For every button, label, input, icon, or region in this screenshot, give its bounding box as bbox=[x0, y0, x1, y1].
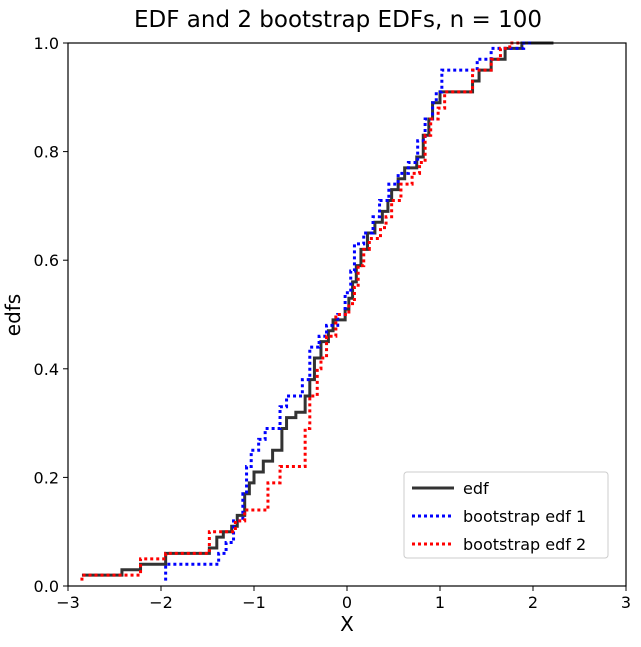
y-tick-label: 0.0 bbox=[34, 577, 59, 596]
legend-box bbox=[403, 471, 609, 559]
series-line-3 bbox=[80, 41, 522, 581]
x-tick-label: −2 bbox=[149, 593, 173, 612]
x-tick-label: 1 bbox=[435, 593, 445, 612]
y-tick-label: 0.4 bbox=[34, 360, 59, 379]
x-tick-label: 2 bbox=[528, 593, 538, 612]
chart-title: EDF and 2 bootstrap EDFs, n = 100 bbox=[134, 7, 542, 33]
x-tick-label: 3 bbox=[621, 593, 631, 612]
x-axis: −3 −2 −1 0 1 2 3 bbox=[56, 586, 631, 612]
y-axis: 0.0 0.2 0.4 0.6 0.8 1.0 bbox=[34, 34, 68, 596]
legend: edf bootstrap edf 1 bootstrap edf 2 bbox=[403, 471, 609, 559]
legend-label-2: bootstrap edf 1 bbox=[463, 507, 586, 526]
x-tick-label: 0 bbox=[342, 593, 352, 612]
series-layer bbox=[80, 41, 554, 581]
y-tick-label: 0.8 bbox=[34, 143, 59, 162]
y-axis-label: edfs bbox=[1, 294, 25, 336]
x-tick-label: −1 bbox=[242, 593, 266, 612]
y-tick-label: 0.6 bbox=[34, 251, 59, 270]
legend-label-1: edf bbox=[463, 479, 489, 498]
y-tick-label: 0.2 bbox=[34, 468, 59, 487]
x-tick-label: −3 bbox=[56, 593, 80, 612]
x-axis-label: X bbox=[340, 612, 354, 636]
legend-label-3: bootstrap edf 2 bbox=[463, 535, 586, 554]
series-line-2 bbox=[164, 41, 533, 581]
y-tick-label: 1.0 bbox=[34, 34, 59, 53]
